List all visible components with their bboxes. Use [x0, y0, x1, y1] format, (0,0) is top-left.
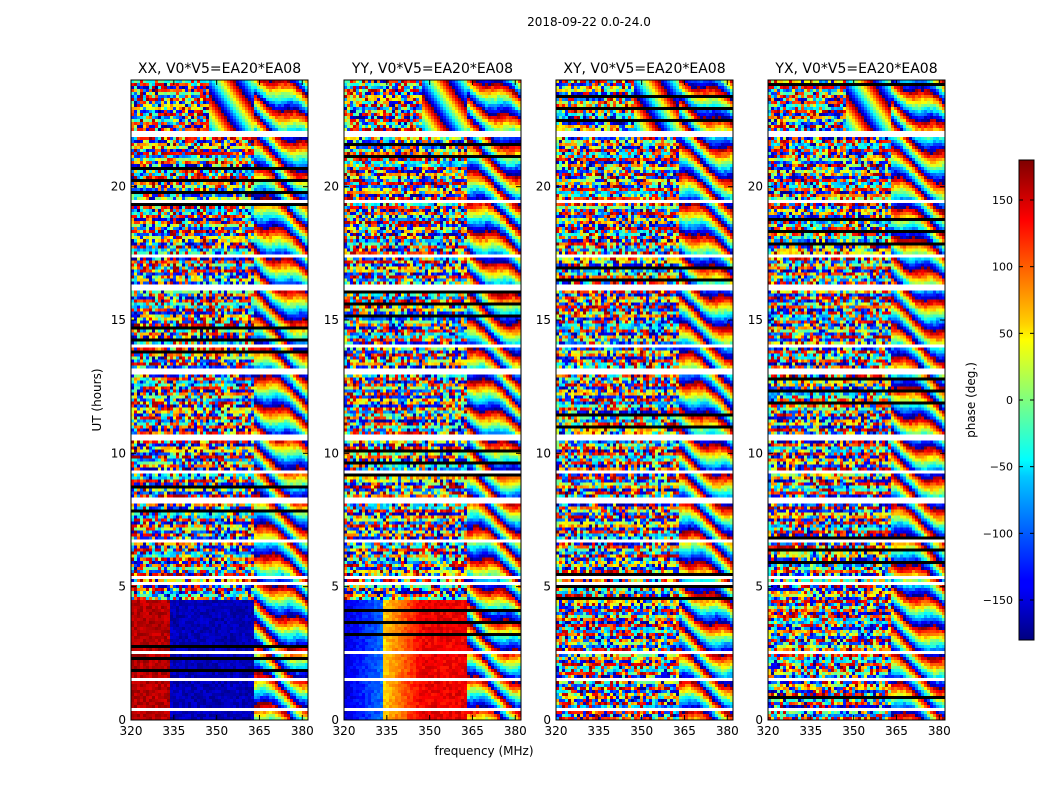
colorbar-label: phase (deg.): [964, 362, 978, 438]
axes-frame: [343, 79, 522, 721]
colorbar-tick-label: −100: [983, 527, 1013, 540]
y-tick-label: 20: [324, 180, 339, 194]
y-tick-label: 0: [755, 713, 763, 727]
y-tick-label: 0: [331, 713, 339, 727]
x-axis-label: frequency (MHz): [434, 744, 533, 758]
colorbar-tick-label: 0: [1006, 394, 1013, 407]
panel-yy: YY, V0*V5=EA20*EA08 320 335 350 365 380 0 5 10 15…: [324, 61, 527, 738]
colorbar-tick-label: 50: [999, 327, 1013, 340]
y-tick-label: 10: [324, 446, 339, 460]
y-axis-label: UT (hours): [90, 368, 104, 431]
y-tick-label: 20: [536, 180, 551, 194]
axes-frame: [767, 79, 946, 721]
x-tick-label: 320: [545, 724, 568, 738]
colorbar-tick-label: 150: [992, 194, 1013, 207]
colorbar-tick-label: −150: [983, 594, 1013, 607]
x-tick-label: 320: [333, 724, 356, 738]
x-tick-label: 350: [630, 724, 653, 738]
x-tick-label: 335: [162, 724, 185, 738]
x-tick-label: 350: [842, 724, 865, 738]
x-tick-label: 335: [375, 724, 398, 738]
x-tick-label: 350: [205, 724, 228, 738]
colorbar: 150 100 50 0 −50 −100 −150 phase (deg.): [964, 159, 1035, 641]
y-tick-label: 5: [331, 580, 339, 594]
phase-heatmap: [768, 80, 945, 720]
panel-title: YY, V0*V5=EA20*EA08: [351, 61, 513, 77]
phase-heatmap: [556, 80, 733, 720]
panel-yx: YX, V0*V5=EA20*EA08 320 335 350 365 380 0 5 10 15…: [748, 61, 951, 738]
x-tick-label: 335: [799, 724, 822, 738]
figure-suptitle: 2018-09-22 0.0-24.0: [527, 15, 651, 29]
phase-heatmap: [131, 80, 308, 720]
colorbar-tick-label: 100: [992, 261, 1013, 274]
x-tick-label: 380: [716, 724, 739, 738]
x-tick-label: 380: [504, 724, 527, 738]
y-tick-label: 15: [748, 313, 763, 327]
y-tick-label: 15: [324, 313, 339, 327]
x-tick-label: 380: [291, 724, 314, 738]
panel-title: XX, V0*V5=EA20*EA08: [138, 61, 301, 77]
x-tick-label: 380: [928, 724, 951, 738]
colorbar-ticks: 150 100 50 0 −50 −100 −150: [983, 194, 1034, 607]
x-tick-label: 320: [120, 724, 143, 738]
y-tick-label: 0: [543, 713, 551, 727]
panel-xx: XX, V0*V5=EA20*EA08 320 335 350 365 380 0 5 10 15…: [111, 61, 314, 738]
panels: XX, V0*V5=EA20*EA08 320 335 350 365 380 0 5 10 15…: [111, 61, 951, 738]
y-tick-label: 15: [536, 313, 551, 327]
y-tick-label: 5: [543, 580, 551, 594]
x-tick-label: 365: [248, 724, 271, 738]
y-tick-label: 10: [111, 446, 126, 460]
x-tick-label: 350: [418, 724, 441, 738]
colorbar-tick-label: −50: [990, 461, 1013, 474]
y-tick-label: 5: [118, 580, 126, 594]
panel-title: XY, V0*V5=EA20*EA08: [563, 61, 725, 77]
y-tick-label: 20: [111, 180, 126, 194]
x-tick-label: 335: [587, 724, 610, 738]
x-tick-label: 365: [673, 724, 696, 738]
y-tick-label: 15: [111, 313, 126, 327]
y-tick-label: 10: [536, 446, 551, 460]
axes-frame: [555, 79, 734, 721]
y-tick-label: 10: [748, 446, 763, 460]
x-tick-label: 320: [757, 724, 780, 738]
axes-frame: [130, 79, 309, 721]
y-tick-label: 20: [748, 180, 763, 194]
x-tick-label: 365: [885, 724, 908, 738]
panel-xy: XY, V0*V5=EA20*EA08 320 335 350 365 380 0 5 10 15…: [536, 61, 739, 738]
y-tick-label: 5: [755, 580, 763, 594]
y-tick-label: 0: [118, 713, 126, 727]
x-tick-label: 365: [461, 724, 484, 738]
panel-title: YX, V0*V5=EA20*EA08: [774, 61, 937, 77]
phase-heatmap: [344, 80, 521, 720]
